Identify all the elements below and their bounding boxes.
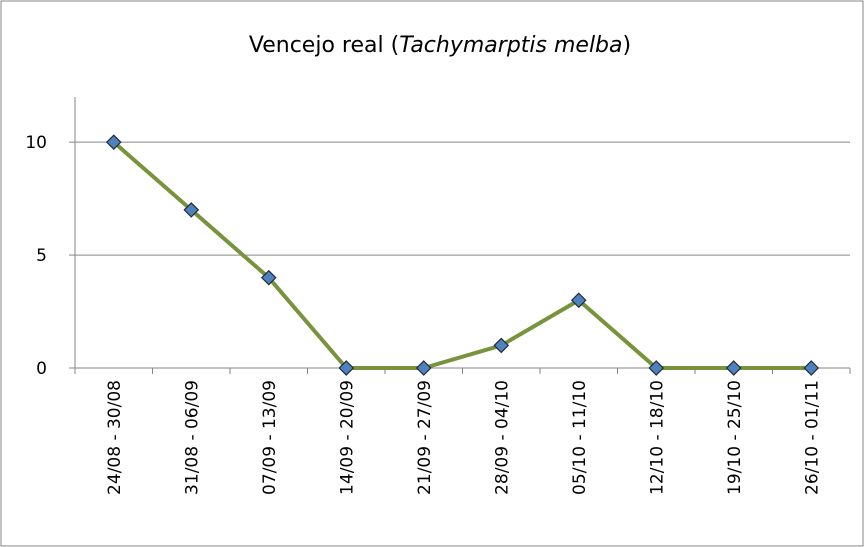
marker xyxy=(725,360,742,376)
y-tick-label: 0 xyxy=(36,359,47,379)
marker xyxy=(570,292,587,309)
x-tick-label: 21/09 - 27/09 xyxy=(415,380,435,495)
marker xyxy=(648,360,665,376)
chart-title: Vencejo real (Tachymarptis melba) xyxy=(249,33,631,58)
marker xyxy=(183,202,200,218)
x-tick-label: 28/09 - 04/10 xyxy=(492,380,512,495)
x-tick-label: 07/09 - 13/09 xyxy=(260,380,280,495)
title-part: ) xyxy=(623,33,632,58)
marker xyxy=(338,360,355,376)
y-tick-label: 10 xyxy=(25,133,47,153)
x-tick-label: 12/10 - 18/10 xyxy=(647,380,667,495)
x-tick-label: 19/10 - 25/10 xyxy=(725,380,745,495)
marker xyxy=(803,360,820,376)
marker xyxy=(415,360,432,376)
title-part: Tachymarptis melba xyxy=(399,33,622,58)
marker xyxy=(493,337,510,354)
x-tick-label: 24/08 - 30/08 xyxy=(105,380,125,495)
title-part: Vencejo real ( xyxy=(249,33,399,58)
line xyxy=(112,140,812,370)
x-tick-label: 31/08 - 06/09 xyxy=(182,380,202,495)
x-tick-label: 05/10 - 11/10 xyxy=(570,380,590,495)
x-tick-label: 14/09 - 20/09 xyxy=(337,380,357,495)
x-tick-label: 26/10 - 01/11 xyxy=(802,380,822,495)
y-tick-label: 5 xyxy=(36,246,47,266)
marker xyxy=(260,269,277,286)
marker xyxy=(105,134,122,151)
